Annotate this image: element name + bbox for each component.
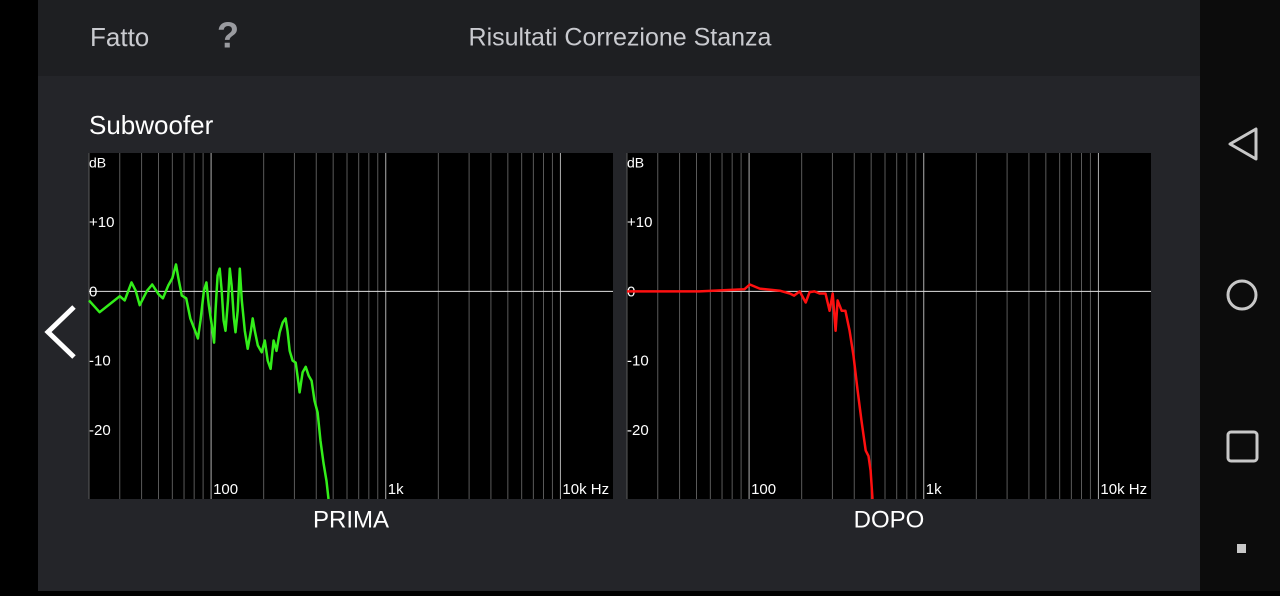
x-tick-label: 100 <box>751 481 776 498</box>
chart-title: DOPO <box>854 506 925 533</box>
nav-bar <box>1200 0 1280 591</box>
help-button[interactable]: ? <box>217 15 239 56</box>
nav-indicator <box>1237 544 1246 553</box>
plot-area <box>627 153 1151 499</box>
page-title: Risultati Correzione Stanza <box>469 24 772 52</box>
response-line <box>88 263 330 500</box>
charts: 100 1k 10k Hz +10 0 -10 -20 dB PRIMA 100 1k 10k Hz +… <box>88 153 1151 533</box>
y-tick-label: +10 <box>627 214 652 231</box>
response-line <box>627 283 874 500</box>
done-button[interactable]: Fatto <box>90 22 149 52</box>
chart: 100 1k 10k Hz +10 0 -10 -20 dB PRIMA <box>88 153 613 533</box>
y-tick-label: -10 <box>627 353 649 370</box>
x-tick-label: 10k Hz <box>562 481 609 498</box>
y-tick-label: 0 <box>89 283 97 300</box>
x-tick-label: 1k <box>926 481 942 498</box>
nav-back[interactable] <box>1228 127 1258 161</box>
x-tick-label: 1k <box>388 481 404 498</box>
section-title: Subwoofer <box>89 110 214 140</box>
plot-area <box>89 153 613 499</box>
nav-recents[interactable] <box>1226 430 1259 463</box>
nav-home[interactable] <box>1226 279 1258 311</box>
x-tick-label: 10k Hz <box>1100 481 1147 498</box>
chart-title: PRIMA <box>313 506 389 533</box>
y-axis-label: dB <box>89 155 106 171</box>
top-bar <box>38 0 1200 76</box>
y-tick-label: -20 <box>89 422 111 439</box>
y-tick-label: -10 <box>89 353 111 370</box>
x-tick-label: 100 <box>213 481 238 498</box>
y-tick-label: +10 <box>89 214 114 231</box>
back-arrow[interactable] <box>44 305 76 359</box>
y-axis-label: dB <box>627 155 644 171</box>
y-tick-label: -20 <box>627 422 649 439</box>
